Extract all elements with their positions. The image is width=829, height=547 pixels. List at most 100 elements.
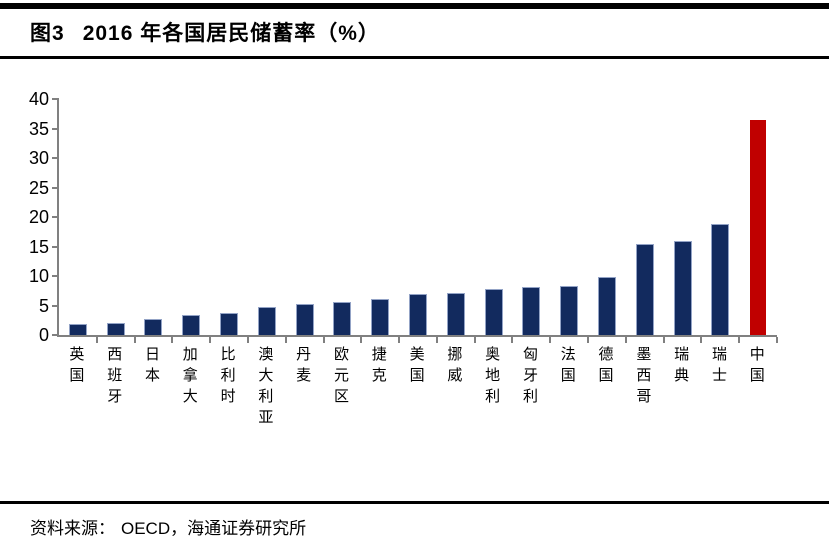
y-axis-tick-mark (52, 275, 59, 277)
x-axis-tick-label: 中国 (747, 346, 765, 388)
y-axis-tick-mark (52, 334, 59, 336)
x-axis-tick-label: 挪威 (445, 346, 463, 388)
chart-bar (333, 302, 352, 335)
x-axis-tick-mark (662, 337, 665, 343)
y-axis-tick-mark (52, 186, 59, 189)
x-axis-tick-mark (322, 337, 325, 343)
x-label-slot: 澳大利亚 (246, 346, 284, 430)
x-axis-tick-mark (171, 337, 174, 343)
y-axis-tick-label: 40 (28, 89, 49, 109)
footer-divider (0, 501, 829, 504)
x-label-slot: 墨西哥 (624, 346, 662, 430)
source-text: OECD，海通证券研究所 (121, 519, 307, 538)
chart-bar-highlight (750, 120, 767, 335)
x-axis-tick-mark (776, 337, 778, 343)
page-title: 图3 2016 年各国居民储蓄率（%） (30, 17, 380, 47)
x-label-slot: 挪威 (435, 346, 473, 430)
x-axis-tick-mark (511, 337, 514, 343)
chart-bar (446, 293, 465, 335)
x-axis-tick-label: 比利时 (218, 346, 236, 409)
x-label-slot: 奥地利 (473, 346, 511, 430)
x-axis-tick-mark (360, 337, 363, 343)
x-axis-tick-label: 丹麦 (294, 346, 312, 388)
x-axis-tick-mark (549, 337, 552, 343)
x-axis-tick-mark (473, 337, 476, 343)
x-label-slot: 瑞士 (700, 346, 738, 430)
chart-bar (106, 323, 125, 335)
x-label-slot: 匈牙利 (511, 346, 549, 430)
bar-slot (135, 99, 173, 335)
x-label-slot: 瑞典 (662, 346, 700, 430)
x-axis-tick-mark (435, 337, 438, 343)
x-label-slot: 欧元区 (322, 346, 360, 430)
chart-bar (409, 294, 428, 335)
x-axis-tick-mark (246, 337, 249, 343)
x-label-slot: 比利时 (208, 346, 246, 430)
x-label-slot: 德国 (586, 346, 624, 430)
y-axis-tick-mark (52, 216, 59, 218)
top-rule (0, 3, 829, 9)
x-label-slot: 捷克 (359, 346, 397, 430)
bar-slot (437, 99, 475, 335)
x-label-slot: 美国 (397, 346, 435, 430)
chart-bar (68, 324, 87, 335)
x-axis-tick-mark (738, 337, 741, 343)
x-axis-tick-label: 加拿大 (180, 346, 198, 409)
chart-bar (635, 244, 654, 335)
x-axis-tick-label: 瑞典 (672, 346, 690, 388)
bar-slot (475, 99, 513, 335)
bar-slot (513, 99, 551, 335)
y-axis-tick-label: 20 (28, 207, 49, 227)
x-label-slot: 丹麦 (284, 346, 322, 430)
chart-bar (144, 319, 163, 335)
chart-bar (484, 289, 503, 335)
bar-slot (210, 99, 248, 335)
bar-slot (324, 99, 362, 335)
x-axis-tick-mark (398, 337, 401, 343)
y-axis-tick-mark (52, 127, 59, 130)
bar-slot (361, 99, 399, 335)
x-label-slot: 日本 (133, 346, 171, 430)
x-axis-tick-label: 欧元区 (331, 346, 349, 409)
chart-bar (673, 241, 692, 335)
chart-bar (522, 287, 541, 335)
x-axis-tick-label: 澳大利亚 (256, 346, 274, 430)
title-divider (0, 56, 829, 59)
bar-slot (97, 99, 135, 335)
bar-slot (248, 99, 286, 335)
y-axis-tick-label: 15 (28, 236, 49, 257)
x-axis-tick-label: 西班牙 (105, 346, 123, 409)
x-axis-tick-label: 匈牙利 (520, 346, 538, 409)
x-label-slot: 法国 (548, 346, 586, 430)
y-axis-tick-label: 25 (28, 177, 49, 198)
y-axis-tick-label: 5 (38, 295, 49, 316)
bar-slot (739, 99, 777, 335)
x-axis-tick-label: 奥地利 (483, 346, 501, 409)
x-axis-tick-mark (624, 337, 627, 343)
x-axis-tick-mark (284, 337, 287, 343)
source-prefix: 资料来源： (30, 519, 115, 538)
x-label-slot: 中国 (737, 346, 775, 430)
x-axis-tick-label: 瑞士 (709, 346, 727, 388)
savings-rate-bar-chart: 0 5 10 15 20 25 30 35 40 (29, 90, 778, 344)
x-axis-tick-mark (587, 337, 590, 343)
bar-slot (588, 99, 626, 335)
y-axis-tick-mark (52, 98, 59, 100)
chart-bar (711, 224, 730, 335)
bar-slot (702, 99, 740, 335)
figure-title-text: 2016 年各国居民储蓄率（%） (82, 22, 380, 45)
y-axis-tick-mark (52, 157, 59, 159)
x-axis-tick-label: 法国 (558, 346, 576, 388)
y-axis-tick-label: 30 (28, 148, 49, 168)
chart-bar (295, 304, 314, 335)
bar-slot (626, 99, 664, 335)
bar-slot (664, 99, 702, 335)
bar-slot (550, 99, 588, 335)
chart-bar (257, 307, 276, 335)
y-axis-tick-label: 10 (28, 266, 49, 286)
bar-slot (172, 99, 210, 335)
figure-number-label: 图3 (30, 22, 65, 45)
x-axis-tick-label: 英国 (67, 346, 85, 388)
x-axis-tick-mark (95, 337, 98, 343)
y-axis-tick-mark (52, 245, 59, 248)
